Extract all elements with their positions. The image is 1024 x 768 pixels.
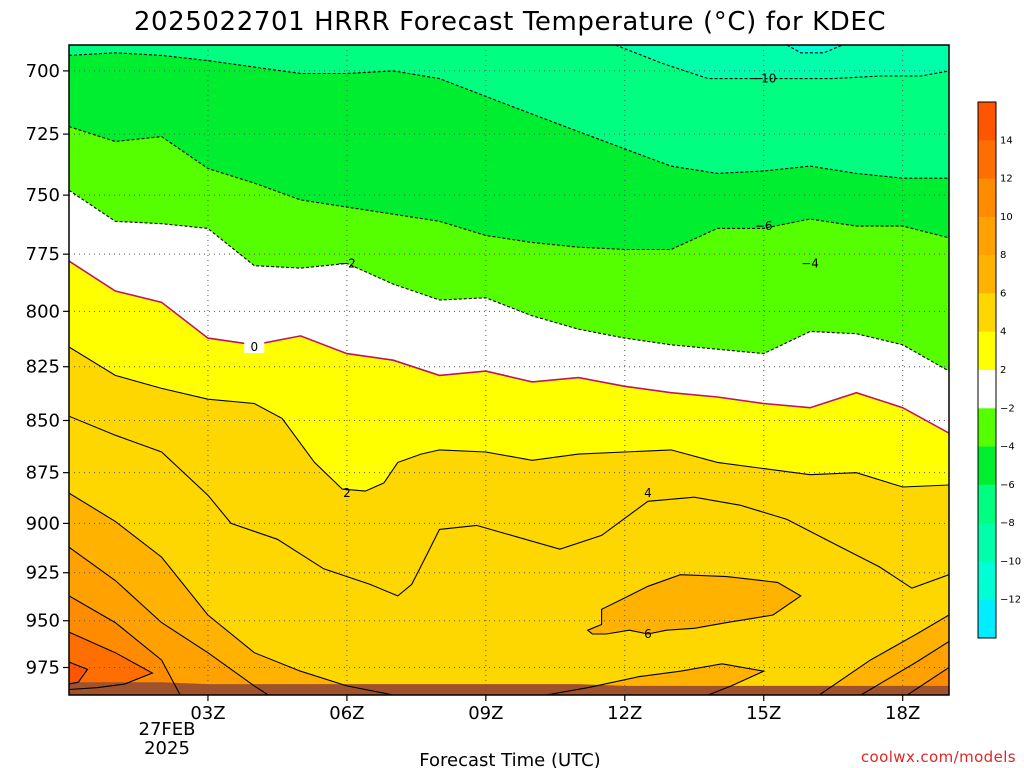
contour-label: 2 [343,486,351,500]
chart-title: 2025022701 HRRR Forecast Temperature (°C… [134,7,886,37]
contour-line [69,661,89,685]
x-tick-label: 15Z [746,703,781,724]
contour-line [69,189,949,372]
colorbar-label: −4 [1000,442,1015,453]
contour-label: 0 [250,340,258,354]
colorbar-label: 6 [1000,288,1006,299]
terrain-ground [69,682,949,695]
y-tick-label: 750 [26,185,60,206]
band-fill [615,45,949,79]
colorbar-band [978,178,996,218]
colorbar-band [978,446,996,486]
colorbar-band [978,599,996,639]
contour-label: −6 [755,219,773,233]
contour-line [69,52,949,179]
contour-line [615,45,949,80]
y-tick-label: 925 [26,563,60,584]
colorbar-label: 12 [1000,174,1013,185]
band-fill [69,632,153,690]
y-tick-label: 700 [26,61,60,82]
colorbar-label: 2 [1000,365,1006,376]
x-tick-label: 12Z [607,703,642,724]
colorbar-band [978,523,996,562]
contour-line [69,492,394,695]
plot-frame [68,44,950,696]
contour-line [69,631,154,691]
x-tick-label: 09Z [468,703,503,724]
y-axis: 700 725 750 775 800 825 850 875 900 925 950 975 [26,61,69,679]
colorbar-label: 10 [1000,212,1013,223]
y-tick-label: 825 [26,357,60,378]
band-fill [69,416,949,695]
colorbar-band [978,140,996,180]
colorbar-band [978,331,996,371]
ground-fill [69,682,949,695]
band-fill [69,662,88,685]
colorbar-label: −12 [1000,595,1021,606]
colorbar-band [978,561,996,601]
contour-line [69,126,949,251]
contour-label: 6 [644,627,652,641]
contour-line [546,663,766,695]
colorbar-label: −8 [1000,518,1015,529]
y-tick-label: 800 [26,301,60,322]
y-tick-label: 725 [26,124,60,145]
colorbar-band [978,255,996,294]
temperature-fill-bands [69,45,949,695]
x-axis-label: Forecast Time (UTC) [419,750,600,768]
colorbar-legend: 14 12 10 8 6 4 2 −2 −4 −6 −8 −10 −12 [977,101,1021,639]
contour-line [69,346,949,492]
contour-label: −4 [801,256,819,270]
contour-label-bg [244,338,265,353]
contour-line [69,546,269,695]
colorbar-label: 8 [1000,250,1006,261]
contour-label: −2 [338,256,356,270]
y-tick-label: 875 [26,463,60,484]
contour-label: 4 [644,486,652,500]
colorbar-band [978,293,996,333]
colorbar-label: −10 [1000,556,1021,567]
date-line-1: 27FEB [139,719,196,740]
colorbar-band [978,484,996,524]
colorbar-label: 4 [1000,327,1006,338]
contour-line [69,415,949,597]
date-line-2: 2025 [144,738,190,759]
y-tick-label: 950 [26,611,60,632]
colorbar-label: −6 [1000,480,1015,491]
y-tick-label: 775 [26,244,60,265]
source-credit[interactable]: coolwx.com/models [861,748,1016,766]
x-tick-label: 03Z [190,703,225,724]
x-axis: 03Z 06Z 09Z 12Z 15Z 18Z [190,695,920,724]
x-tick-label: 06Z [329,703,364,724]
contour-line [586,574,802,635]
colorbar-label: −2 [1000,403,1015,414]
contour-labels: −10 −6 −4 −2 0 2 4 6 [244,72,819,641]
contour-label: −10 [751,72,776,86]
contour-line [69,595,181,695]
colorbar-band [978,370,996,409]
colorbar-band [978,408,996,448]
contour-line [786,45,843,54]
contour-line [69,260,949,434]
band-fill [786,45,843,53]
colorbar-band [978,102,996,141]
contour-line [906,667,949,695]
y-tick-label: 975 [26,658,60,679]
colorbar-band [978,216,996,256]
contour-line [818,614,949,695]
x-tick-label: 18Z [885,703,920,724]
y-tick-label: 850 [26,410,60,431]
contour-lines [69,45,949,695]
colorbar-frame [977,101,997,639]
y-tick-label: 900 [26,513,60,534]
grid-lines [69,45,949,695]
contour-line [860,641,949,695]
colorbar-label: 14 [1000,135,1013,146]
